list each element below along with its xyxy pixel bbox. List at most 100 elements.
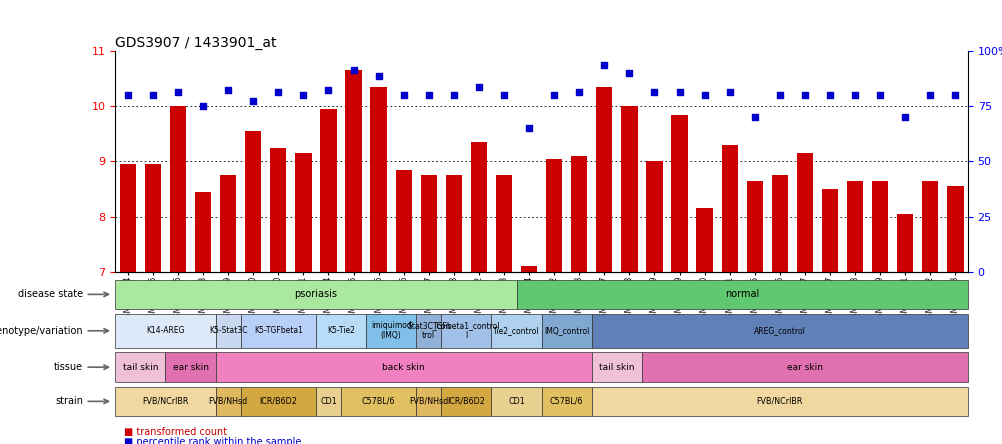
Text: FVB/NCrIBR: FVB/NCrIBR xyxy=(142,397,188,406)
Text: strain: strain xyxy=(55,396,83,406)
Bar xyxy=(641,353,967,382)
Text: K5-Tie2: K5-Tie2 xyxy=(327,326,355,335)
Point xyxy=(194,103,211,110)
Bar xyxy=(591,353,641,382)
Text: Stat3C_con
trol: Stat3C_con trol xyxy=(407,321,450,341)
Text: FVB/NHsd: FVB/NHsd xyxy=(208,397,247,406)
Text: psoriasis: psoriasis xyxy=(295,289,337,299)
Text: FVB/NCrIBR: FVB/NCrIBR xyxy=(756,397,803,406)
Text: disease state: disease state xyxy=(18,289,83,299)
Text: C57BL/6: C57BL/6 xyxy=(362,397,395,406)
Bar xyxy=(115,387,215,416)
Bar xyxy=(470,142,487,272)
Bar xyxy=(295,153,312,272)
Bar xyxy=(194,192,211,272)
Bar xyxy=(416,314,441,348)
Point xyxy=(295,91,311,99)
Point xyxy=(772,91,788,99)
Point xyxy=(822,91,838,99)
Bar xyxy=(215,314,240,348)
Point xyxy=(395,91,411,99)
Bar xyxy=(219,175,236,272)
Bar xyxy=(420,175,437,272)
Bar xyxy=(620,106,637,272)
Bar xyxy=(270,147,287,272)
Bar xyxy=(215,353,591,382)
Point xyxy=(796,91,812,99)
Text: ear skin: ear skin xyxy=(172,363,208,372)
Point xyxy=(521,125,537,132)
Bar xyxy=(115,314,215,348)
Bar xyxy=(316,387,341,416)
Text: IMQ_control: IMQ_control xyxy=(543,326,589,335)
Bar xyxy=(846,181,863,272)
Bar xyxy=(244,131,262,272)
Point xyxy=(670,89,686,96)
Bar xyxy=(946,186,963,272)
Bar xyxy=(240,314,316,348)
Bar xyxy=(871,181,888,272)
Point xyxy=(545,91,561,99)
Bar xyxy=(345,70,362,272)
Text: K5-Stat3C: K5-Stat3C xyxy=(208,326,247,335)
Text: C57BL/6: C57BL/6 xyxy=(549,397,583,406)
Text: ■ transformed count: ■ transformed count xyxy=(124,427,226,437)
Bar xyxy=(796,153,813,272)
Bar xyxy=(720,145,737,272)
Bar xyxy=(541,387,591,416)
Bar xyxy=(595,87,612,272)
Bar xyxy=(115,280,516,309)
Point xyxy=(244,97,261,104)
Text: GDS3907 / 1433901_at: GDS3907 / 1433901_at xyxy=(115,36,277,50)
Point xyxy=(921,91,937,99)
Point xyxy=(496,91,512,99)
Text: ICR/B6D2: ICR/B6D2 xyxy=(260,397,297,406)
Bar xyxy=(395,170,412,272)
Text: ■ percentile rank within the sample: ■ percentile rank within the sample xyxy=(124,437,301,444)
Text: back skin: back skin xyxy=(382,363,425,372)
Text: CD1: CD1 xyxy=(508,397,524,406)
Bar xyxy=(645,162,662,272)
Bar xyxy=(771,175,788,272)
Point xyxy=(345,67,361,74)
Bar xyxy=(240,387,316,416)
Point xyxy=(745,114,763,121)
Text: AREG_control: AREG_control xyxy=(754,326,805,335)
Text: tissue: tissue xyxy=(54,362,83,372)
Point xyxy=(946,91,962,99)
Bar xyxy=(115,353,165,382)
Point xyxy=(721,89,737,96)
Point xyxy=(471,83,487,91)
Point xyxy=(421,91,437,99)
Point xyxy=(271,89,287,96)
Point xyxy=(695,91,711,99)
Bar xyxy=(821,189,838,272)
Bar xyxy=(491,314,541,348)
Point xyxy=(896,114,912,121)
Bar xyxy=(921,181,938,272)
Bar xyxy=(441,314,491,348)
Bar xyxy=(316,314,366,348)
Point xyxy=(872,91,888,99)
Bar xyxy=(119,164,136,272)
Text: TGFbeta1_control
l: TGFbeta1_control l xyxy=(432,321,500,341)
Text: genotype/variation: genotype/variation xyxy=(0,326,83,336)
Bar xyxy=(445,175,462,272)
Text: tail skin: tail skin xyxy=(122,363,158,372)
Bar xyxy=(416,387,441,416)
Bar xyxy=(591,387,967,416)
Bar xyxy=(570,156,587,272)
Point xyxy=(646,89,662,96)
Text: CD1: CD1 xyxy=(320,397,337,406)
Bar xyxy=(670,115,687,272)
Point xyxy=(144,91,160,99)
Bar xyxy=(591,314,967,348)
Point xyxy=(621,70,637,77)
Point xyxy=(445,91,461,99)
Bar xyxy=(144,164,161,272)
Bar xyxy=(896,214,913,272)
Bar xyxy=(215,387,240,416)
Point xyxy=(220,86,236,93)
Bar xyxy=(165,353,215,382)
Bar xyxy=(370,87,387,272)
